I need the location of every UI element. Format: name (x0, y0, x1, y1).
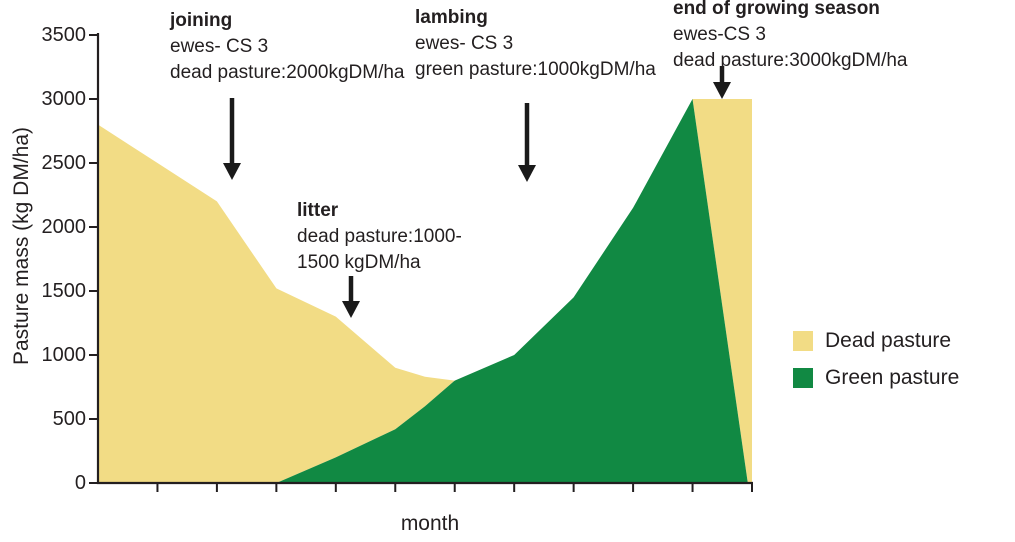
legend-label-dead: Dead pasture (825, 329, 952, 352)
y-tick-label: 1000 (41, 344, 87, 366)
annotation-joining-title: joining (170, 10, 233, 31)
annotation-litter-line1: dead pasture:1000- (297, 226, 462, 247)
annotation-joining-line1: ewes- CS 3 (170, 36, 269, 57)
annotation-lambing-line1: ewes- CS 3 (415, 33, 514, 54)
legend-item-dead-pasture: Dead pasture (793, 330, 959, 352)
end-of-season-arrow-icon (713, 82, 731, 99)
annotation-litter: litter dead pasture:1000- 1500 kgDM/ha (297, 198, 462, 276)
annotation-joining: joining ewes- CS 3 dead pasture:2000kgDM… (170, 8, 405, 86)
dead-pasture-swatch-icon (793, 331, 813, 351)
annotation-litter-title: litter (297, 200, 339, 221)
y-tick-label: 2000 (41, 216, 87, 238)
joining-arrow-icon (223, 163, 241, 180)
lambing-arrow-icon (518, 165, 536, 182)
annotation-joining-line2: dead pasture:2000kgDM/ha (170, 62, 405, 83)
y-tick-label: 0 (74, 472, 86, 494)
annotation-lambing-line2: green pasture:1000kgDM/ha (415, 59, 656, 80)
annotation-lambing: lambing ewes- CS 3 green pasture:1000kgD… (415, 5, 656, 83)
y-tick-label: 1500 (41, 280, 87, 302)
chart-legend: Dead pasture Green pasture (793, 330, 959, 404)
annotation-end-of-growing-season: end of growing season ewes-CS 3 dead pas… (673, 0, 908, 74)
annotation-lambing-title: lambing (415, 7, 488, 28)
legend-label-green: Green pasture (825, 366, 960, 389)
litter-arrow-icon (342, 301, 360, 318)
y-tick-label: 3000 (41, 88, 87, 110)
y-tick-label: 500 (52, 408, 86, 430)
legend-item-green-pasture: Green pasture (793, 367, 959, 389)
y-tick-label: 3500 (41, 24, 87, 46)
annotation-end-line2: dead pasture:3000kgDM/ha (673, 50, 908, 71)
green-pasture-area (98, 99, 752, 483)
y-tick-label: 2500 (41, 152, 87, 174)
dead-pasture-area (98, 99, 752, 483)
annotation-litter-line2: 1500 kgDM/ha (297, 252, 421, 273)
annotation-end-line1: ewes-CS 3 (673, 24, 766, 45)
x-axis-title: month (400, 512, 460, 535)
annotation-end-title: end of growing season (673, 0, 880, 19)
green-pasture-swatch-icon (793, 368, 813, 388)
